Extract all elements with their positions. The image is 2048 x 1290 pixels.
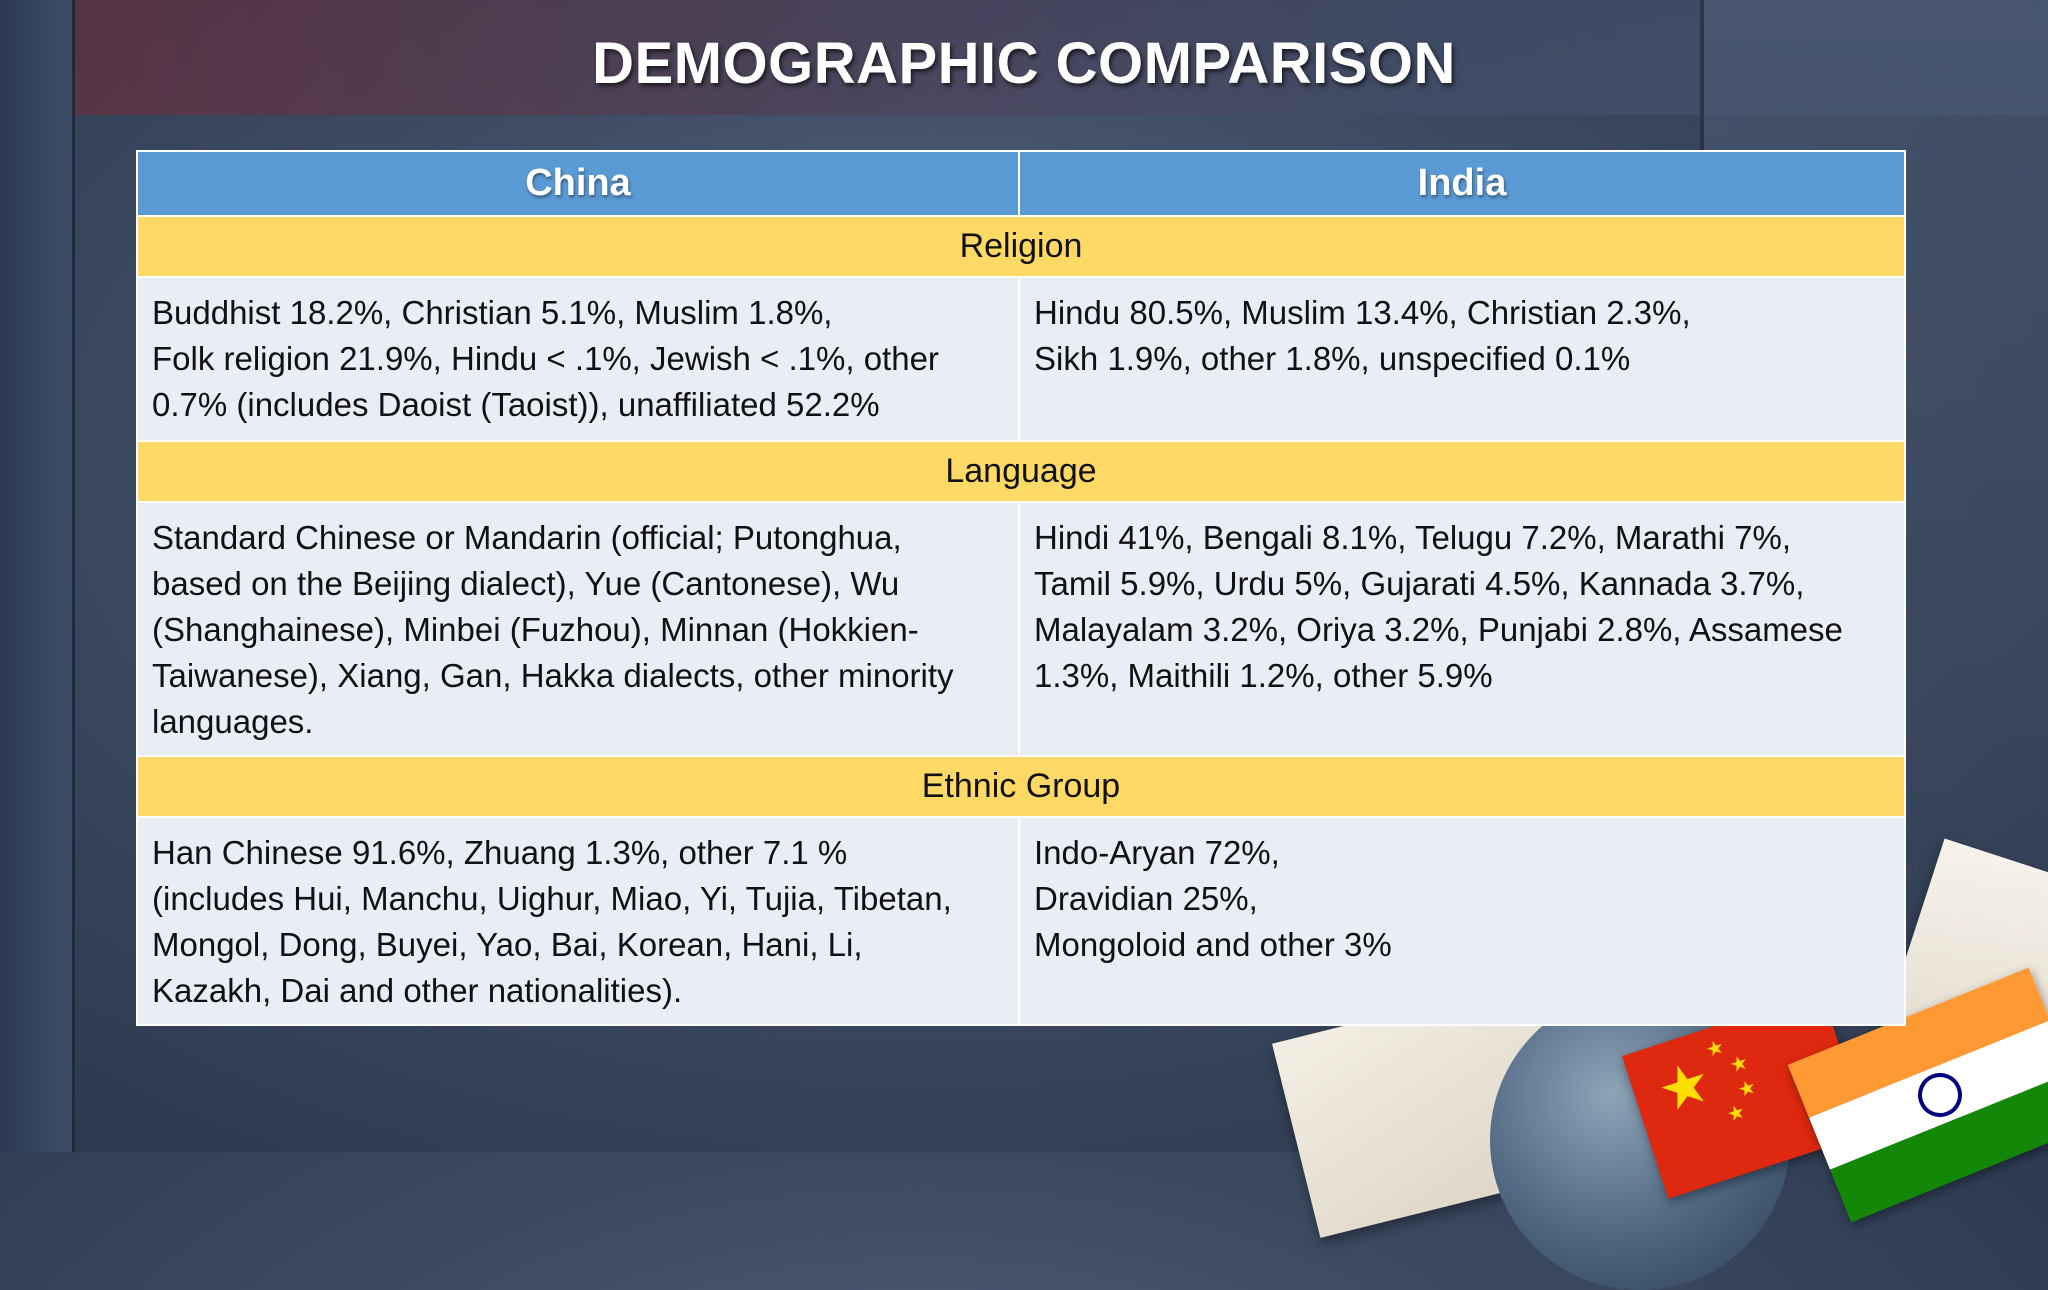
section-label: Language	[136, 440, 1906, 503]
china-language-cell: Standard Chinese or Mandarin (official; …	[136, 501, 1020, 757]
section-label: Religion	[136, 215, 1906, 278]
section-row-language: Language	[136, 440, 1906, 503]
table-row: Buddhist 18.2%, Christian 5.1%, Muslim 1…	[136, 276, 1906, 442]
india-ethnic-group-cell: Indo-Aryan 72%, Dravidian 25%, Mongoloid…	[1018, 816, 1906, 1026]
india-religion-cell: Hindu 80.5%, Muslim 13.4%, Christian 2.3…	[1018, 276, 1906, 442]
background-left-edge	[0, 0, 75, 1152]
india-language-cell: Hindi 41%, Bengali 8.1%, Telugu 7.2%, Ma…	[1018, 501, 1906, 757]
comparison-table: China India Religion Buddhist 18.2%, Chr…	[136, 150, 1906, 1026]
table-row: Standard Chinese or Mandarin (official; …	[136, 501, 1906, 757]
table-row: Han Chinese 91.6%, Zhuang 1.3%, other 7.…	[136, 816, 1906, 1026]
china-religion-cell: Buddhist 18.2%, Christian 5.1%, Muslim 1…	[136, 276, 1020, 442]
comparison-table-container: China India Religion Buddhist 18.2%, Chr…	[136, 150, 1906, 1026]
section-label: Ethnic Group	[136, 755, 1906, 818]
ashoka-chakra-icon	[1911, 1066, 1969, 1124]
column-header-china: China	[136, 150, 1020, 217]
page-title: DEMOGRAPHIC COMPARISON	[592, 31, 1456, 96]
section-row-religion: Religion	[136, 215, 1906, 278]
china-ethnic-group-cell: Han Chinese 91.6%, Zhuang 1.3%, other 7.…	[136, 816, 1020, 1026]
table-header-row: China India	[136, 150, 1906, 217]
section-row-ethnic-group: Ethnic Group	[136, 755, 1906, 818]
column-header-india: India	[1018, 150, 1906, 217]
